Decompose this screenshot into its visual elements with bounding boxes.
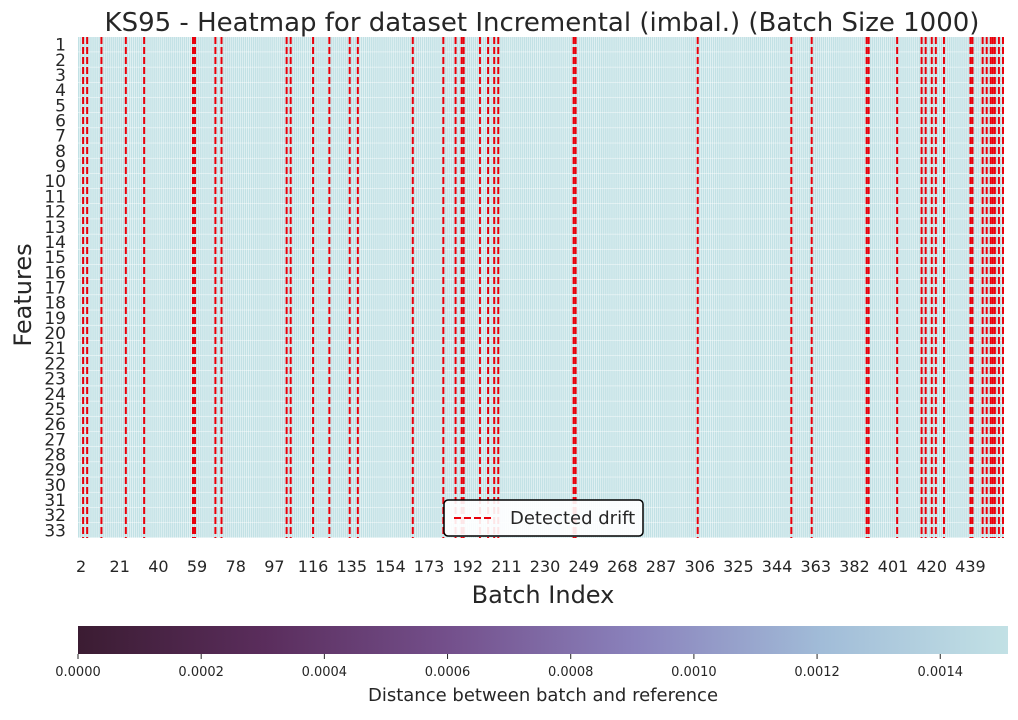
y-tick-label-6: 6 <box>55 112 66 132</box>
x-tick-label-192: 192 <box>452 557 483 576</box>
x-tick-label-420: 420 <box>916 557 947 576</box>
x-tick-label-2: 2 <box>76 557 86 576</box>
x-tick-label-173: 173 <box>414 557 445 576</box>
y-tick-label-8: 8 <box>55 142 66 162</box>
x-tick-label-154: 154 <box>375 557 406 576</box>
x-tick-label-439: 439 <box>955 557 986 576</box>
x-axis-ticks: 2 21 40 59 78 97 116 135 154 173 192 211 230 249 268 28… <box>76 557 986 576</box>
x-tick-label-116: 116 <box>298 557 329 576</box>
x-tick-label-382: 382 <box>839 557 870 576</box>
colorbar-tick-label: 0.0004 <box>302 665 348 680</box>
y-tick-label-18: 18 <box>44 294 66 314</box>
legend-label-detected-drift: Detected drift <box>510 508 635 529</box>
y-tick-label-23: 23 <box>44 370 66 390</box>
chart-legend: Detected drift <box>443 499 644 537</box>
x-tick-label-211: 211 <box>491 557 522 576</box>
y-tick-label-24: 24 <box>44 385 66 405</box>
drift-lines <box>82 37 1004 538</box>
x-tick-label-78: 78 <box>226 557 246 576</box>
x-tick-label-344: 344 <box>762 557 793 576</box>
colorbar-ticks: 0.0000 0.0002 0.0004 0.0006 0.0008 0.0010 0.00… <box>55 654 963 680</box>
y-tick-label-19: 19 <box>44 309 66 329</box>
colorbar-tick-label: 0.0014 <box>918 665 964 680</box>
colorbar-label: Distance between batch and reference <box>368 685 718 706</box>
y-tick-label-29: 29 <box>44 461 66 481</box>
colorbar-tick-label: 0.0006 <box>425 665 471 680</box>
x-tick-label-97: 97 <box>264 557 284 576</box>
x-tick-label-249: 249 <box>568 557 599 576</box>
y-tick-label-31: 31 <box>44 491 66 511</box>
y-tick-label-1: 1 <box>55 36 66 56</box>
y-tick-label-15: 15 <box>44 248 66 268</box>
x-tick-label-40: 40 <box>148 557 168 576</box>
x-tick-label-135: 135 <box>336 557 367 576</box>
y-axis-label: Features <box>9 243 37 346</box>
y-tick-label-26: 26 <box>44 415 66 435</box>
y-tick-label-3: 3 <box>55 66 66 86</box>
y-tick-label-33: 33 <box>44 521 66 541</box>
y-tick-label-11: 11 <box>44 187 66 207</box>
y-tick-label-12: 12 <box>44 203 66 223</box>
y-tick-label-28: 28 <box>44 446 66 466</box>
x-tick-label-268: 268 <box>607 557 638 576</box>
x-tick-label-59: 59 <box>187 557 207 576</box>
colorbar <box>78 626 1008 654</box>
y-tick-label-16: 16 <box>44 263 66 283</box>
y-tick-label-30: 30 <box>44 476 66 496</box>
y-tick-label-13: 13 <box>44 218 66 238</box>
y-tick-label-25: 25 <box>44 400 66 420</box>
colorbar-tick-label: 0.0000 <box>55 665 101 680</box>
legend-box <box>443 499 644 537</box>
colorbar-tick-label: 0.0012 <box>794 665 840 680</box>
y-tick-label-5: 5 <box>55 96 66 116</box>
y-tick-label-17: 17 <box>44 279 66 299</box>
y-tick-label-32: 32 <box>44 506 66 526</box>
colorbar-tick-label: 0.0010 <box>671 665 717 680</box>
x-axis-label: Batch Index <box>472 581 615 609</box>
y-tick-label-9: 9 <box>55 157 66 177</box>
y-tick-label-7: 7 <box>55 127 66 147</box>
x-tick-label-287: 287 <box>646 557 677 576</box>
colorbar-tick-label: 0.0008 <box>548 665 594 680</box>
y-axis-ticks: 1234567891011121314151617181920212223242… <box>44 36 66 542</box>
x-tick-label-401: 401 <box>878 557 909 576</box>
x-tick-label-21: 21 <box>110 557 130 576</box>
colorbar-tick-label: 0.0002 <box>178 665 224 680</box>
y-tick-label-22: 22 <box>44 354 66 374</box>
y-tick-label-20: 20 <box>44 324 66 344</box>
y-tick-label-2: 2 <box>55 51 66 71</box>
y-tick-label-14: 14 <box>44 233 66 253</box>
y-tick-label-21: 21 <box>44 339 66 359</box>
y-tick-label-10: 10 <box>44 172 66 192</box>
chart-title: KS95 - Heatmap for dataset Incremental (… <box>105 8 980 38</box>
y-tick-label-4: 4 <box>55 81 66 101</box>
x-tick-label-325: 325 <box>723 557 754 576</box>
x-tick-label-230: 230 <box>530 557 561 576</box>
x-tick-label-363: 363 <box>800 557 831 576</box>
x-tick-label-306: 306 <box>684 557 715 576</box>
y-tick-label-27: 27 <box>44 430 66 450</box>
heatmap-cells <box>78 37 1004 538</box>
